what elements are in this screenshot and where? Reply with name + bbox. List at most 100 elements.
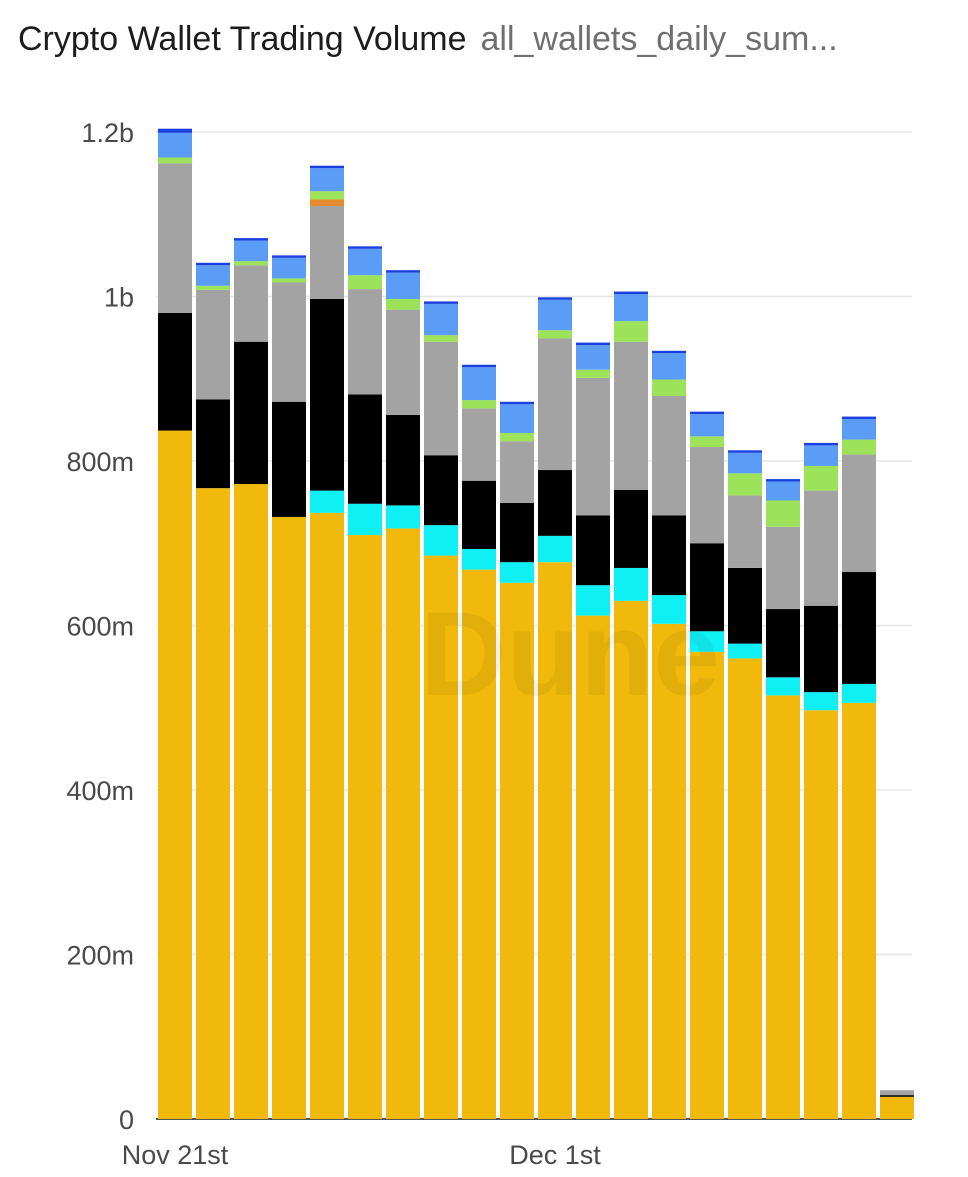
bar-segment-3[interactable] [234, 341, 268, 485]
bar-segment-8[interactable] [386, 270, 420, 273]
bar-stack-10[interactable] [500, 401, 534, 1119]
bar-segment-7[interactable] [310, 168, 344, 192]
bar-segment-7[interactable] [196, 265, 230, 286]
bar-segment-7[interactable] [804, 445, 838, 466]
bar-segment-8[interactable] [500, 401, 534, 405]
bar-stack-3[interactable] [234, 238, 268, 1119]
bar-segment-4[interactable] [500, 441, 534, 503]
bar-segment-3[interactable] [272, 401, 306, 517]
bar-segment-4[interactable] [538, 338, 572, 471]
bar-segment-6[interactable] [310, 191, 344, 200]
bar-segment-6[interactable] [690, 436, 724, 448]
bar-stack-9[interactable] [462, 364, 496, 1119]
bar-segment-8[interactable] [196, 262, 230, 266]
bar-segment-3[interactable] [614, 489, 648, 568]
bar-segment-2[interactable] [804, 692, 838, 711]
bar-segment-4[interactable] [424, 341, 458, 456]
bar-segment-1[interactable] [690, 651, 724, 1119]
bar-segment-4[interactable] [880, 1090, 914, 1096]
bar-segment-1[interactable] [462, 569, 496, 1119]
bar-segment-1[interactable] [500, 582, 534, 1119]
bar-segment-1[interactable] [310, 512, 344, 1119]
bar-segment-7[interactable] [690, 414, 724, 437]
bar-segment-1[interactable] [842, 702, 876, 1119]
bar-segment-8[interactable] [310, 165, 344, 169]
bar-segment-6[interactable] [538, 330, 572, 339]
bar-segment-7[interactable] [386, 272, 420, 299]
bar-segment-8[interactable] [272, 255, 306, 258]
bar-segment-2[interactable] [766, 677, 800, 696]
bar-segment-6[interactable] [234, 261, 268, 266]
bar-segment-5[interactable] [310, 199, 344, 207]
bar-stack-8[interactable] [424, 301, 458, 1119]
bar-segment-7[interactable] [576, 345, 610, 370]
bar-segment-3[interactable] [310, 298, 344, 491]
bar-segment-8[interactable] [348, 246, 382, 249]
bar-segment-7[interactable] [500, 404, 534, 434]
bar-segment-2[interactable] [462, 549, 496, 570]
bar-segment-4[interactable] [614, 341, 648, 490]
bar-segment-7[interactable] [538, 299, 572, 331]
bar-segment-2[interactable] [386, 505, 420, 529]
bar-segment-6[interactable] [424, 335, 458, 342]
bar-stack-5[interactable] [310, 165, 344, 1119]
bar-segment-4[interactable] [234, 265, 268, 342]
bar-segment-2[interactable] [538, 535, 572, 563]
bar-segment-8[interactable] [424, 301, 458, 304]
bar-segment-6[interactable] [500, 433, 534, 442]
bar-segment-4[interactable] [196, 289, 230, 400]
bar-segment-4[interactable] [158, 163, 192, 313]
bar-segment-7[interactable] [158, 132, 192, 158]
bar-stack-7[interactable] [386, 270, 420, 1119]
bar-segment-6[interactable] [348, 275, 382, 290]
bar-segment-1[interactable] [766, 695, 800, 1119]
bar-segment-4[interactable] [652, 396, 686, 516]
bar-segment-4[interactable] [272, 282, 306, 402]
bar-segment-7[interactable] [234, 240, 268, 262]
bar-segment-8[interactable] [576, 342, 610, 346]
bar-stack-19[interactable] [842, 416, 876, 1119]
bar-segment-1[interactable] [424, 555, 458, 1119]
bar-stack-15[interactable] [690, 411, 724, 1119]
bar-segment-2[interactable] [614, 567, 648, 601]
bar-segment-3[interactable] [652, 515, 686, 596]
bar-segment-3[interactable] [348, 394, 382, 504]
bar-segment-1[interactable] [538, 562, 572, 1119]
bar-segment-8[interactable] [234, 238, 268, 241]
bar-segment-1[interactable] [386, 528, 420, 1119]
bar-segment-6[interactable] [386, 298, 420, 310]
bar-segment-3[interactable] [690, 543, 724, 632]
bar-segment-4[interactable] [842, 454, 876, 573]
bar-segment-6[interactable] [462, 400, 496, 409]
bar-segment-2[interactable] [310, 490, 344, 513]
bar-segment-4[interactable] [804, 490, 838, 606]
bar-stack-18[interactable] [804, 442, 838, 1119]
bar-segment-6[interactable] [196, 285, 230, 290]
bar-segment-3[interactable] [424, 455, 458, 526]
bar-segment-6[interactable] [766, 500, 800, 527]
bar-segment-6[interactable] [728, 473, 762, 496]
bar-segment-8[interactable] [842, 416, 876, 420]
bar-stack-6[interactable] [348, 246, 382, 1119]
bar-segment-8[interactable] [538, 297, 572, 300]
bar-stack-20[interactable] [880, 1090, 914, 1119]
bar-segment-3[interactable] [728, 567, 762, 644]
bar-segment-6[interactable] [158, 157, 192, 164]
bar-segment-2[interactable] [842, 683, 876, 703]
bar-segment-7[interactable] [462, 367, 496, 401]
bar-segment-2[interactable] [728, 643, 762, 659]
query-name[interactable]: all_wallets_daily_sum... [480, 20, 838, 58]
bar-segment-3[interactable] [766, 609, 800, 678]
bar-segment-1[interactable] [652, 623, 686, 1119]
bar-segment-4[interactable] [690, 447, 724, 544]
bar-segment-4[interactable] [728, 495, 762, 568]
bar-segment-3[interactable] [462, 480, 496, 550]
bar-segment-1[interactable] [728, 658, 762, 1119]
bar-segment-3[interactable] [842, 572, 876, 684]
bar-segment-2[interactable] [348, 503, 382, 536]
bar-segment-6[interactable] [842, 439, 876, 455]
bar-segment-8[interactable] [158, 128, 192, 133]
bar-segment-8[interactable] [728, 450, 762, 453]
bar-segment-4[interactable] [462, 408, 496, 481]
bar-segment-3[interactable] [386, 414, 420, 506]
